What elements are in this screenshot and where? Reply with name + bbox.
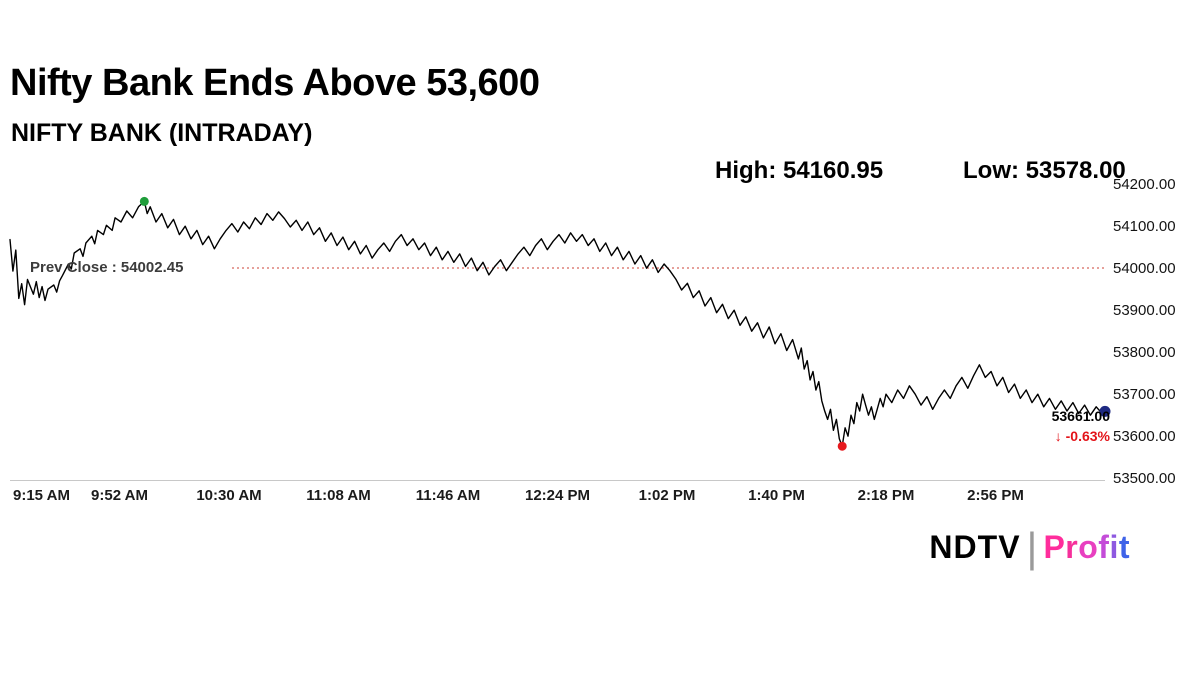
profit-wordmark: Profit [1043, 529, 1130, 566]
ndtv-profit-logo: NDTV | Profit [929, 524, 1130, 571]
high-value: 54160.95 [782, 157, 884, 184]
y-axis-label: 54100.00 [1113, 218, 1176, 235]
y-axis-label: 54000.00 [1113, 260, 1176, 277]
price-line [9, 200, 1106, 447]
ndtv-wordmark: NDTV [929, 529, 1021, 566]
page-title: Nifty Bank Ends Above 53,600 [10, 62, 540, 104]
x-axis: 9:15 AM 9:52 AM 10:30 AM 11:08 AM 11:46 AM 12… [0, 487, 1200, 509]
y-axis-label: 53900.00 [1113, 302, 1176, 319]
x-axis-label: 11:08 AM [306, 487, 371, 504]
high-stat: High: 54160.95 [715, 157, 883, 185]
low-label: Low: [963, 157, 1019, 184]
x-axis-label: 1:02 PM [638, 487, 696, 504]
prev-close-label: Prev Close : 54002.45 [30, 258, 184, 276]
y-axis-label: 53700.00 [1113, 386, 1176, 403]
x-axis-label: 1:40 PM [748, 487, 805, 504]
x-axis-label: 2:56 PM [967, 487, 1024, 504]
y-axis-label: 54200.00 [1113, 176, 1176, 193]
x-axis-label: 9:15 AM [13, 487, 70, 504]
low-stat: Low: 53578.00 [963, 157, 1126, 185]
last-price-tag: 53661.00 ↓ -0.63% [1052, 408, 1110, 445]
last-change: ↓ -0.63% [1054, 427, 1110, 444]
profit-letter: r [1065, 529, 1079, 566]
logo-separator: | [1026, 524, 1038, 571]
high-marker-dot [139, 196, 149, 206]
profit-letter: t [1118, 529, 1130, 566]
low-marker-dot [837, 441, 847, 451]
last-marker-dot [1099, 405, 1111, 417]
x-axis-label: 9:52 AM [91, 487, 148, 504]
profit-letter: P [1043, 529, 1066, 566]
x-axis-label: 10:30 AM [196, 487, 262, 504]
y-axis-label: 53800.00 [1113, 344, 1176, 361]
y-axis-label: 53500.00 [1113, 470, 1176, 487]
low-value: 53578.00 [1025, 157, 1126, 184]
y-axis-label: 53600.00 [1113, 428, 1176, 445]
x-axis-label: 12:24 PM [524, 487, 591, 504]
x-axis-label: 11:46 AM [415, 487, 481, 504]
profit-letter: i [1109, 529, 1119, 566]
profit-letter: f [1098, 529, 1110, 566]
high-label: High: [715, 157, 777, 184]
x-axis-label: 2:18 PM [857, 487, 915, 504]
profit-letter: o [1078, 529, 1099, 566]
last-price: 53661.00 [1051, 408, 1110, 424]
page-subtitle: NIFTY BANK (INTRADAY) [11, 119, 313, 147]
